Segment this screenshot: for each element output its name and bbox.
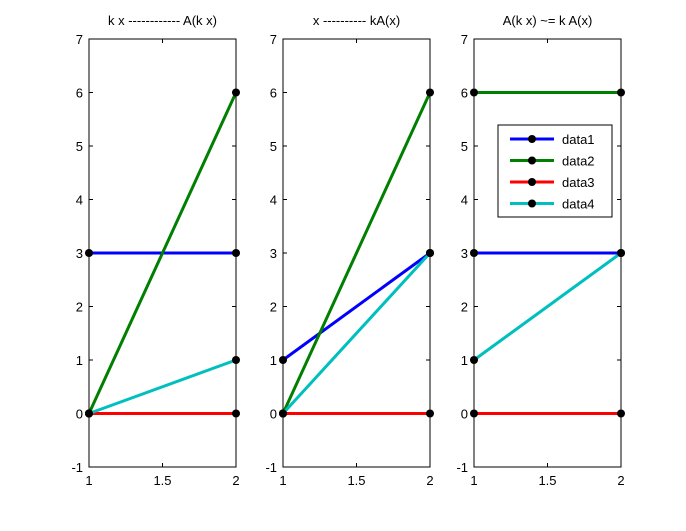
y-tick-label: 5: [76, 139, 83, 154]
y-tick-label: 0: [76, 407, 83, 422]
x-tick-label: 1.5: [347, 473, 365, 488]
series-line-data2: [87, 91, 238, 415]
data-point-data2: [617, 88, 625, 97]
y-tick-label: 6: [461, 86, 468, 101]
y-tick-label: 4: [461, 193, 468, 208]
y-tick-label: 4: [270, 193, 277, 208]
x-tick-label: 2: [232, 473, 239, 488]
data-point-data1: [232, 249, 240, 257]
y-tick-label: 1: [76, 353, 83, 368]
chart-title: k x ------------ A(k x): [108, 13, 217, 28]
data-point-data3: [232, 409, 240, 418]
data-point-data1: [279, 356, 287, 364]
y-tick-label: 1: [461, 353, 468, 368]
x-tick-label: 1: [279, 473, 286, 488]
legend: data1 data2 data3 data4: [497, 124, 613, 218]
y-tick-label: 6: [76, 86, 83, 101]
data-point-data4: [617, 249, 625, 257]
data-point-data4: [470, 356, 478, 364]
y-tick-label: 2: [76, 300, 83, 315]
y-tick-label: 7: [76, 32, 83, 47]
y-tick-label: 7: [461, 32, 468, 47]
y-tick-label: 0: [461, 407, 468, 422]
y-tick-label: -1: [71, 460, 83, 475]
y-tick-label: -1: [265, 460, 277, 475]
chart-title: x ---------- kA(x): [313, 13, 400, 28]
y-tick-label: 4: [76, 193, 83, 208]
y-tick-label: 0: [270, 407, 277, 422]
legend-marker: [528, 199, 536, 208]
x-tick-label: 2: [426, 473, 433, 488]
x-tick-label: 1.5: [538, 473, 556, 488]
x-tick-label: 1.5: [153, 473, 171, 488]
legend-marker: [528, 135, 536, 143]
chart-title: A(k x) ~= k A(x): [503, 13, 593, 28]
y-tick-label: 7: [270, 32, 277, 47]
y-tick-label: 5: [461, 139, 468, 154]
data-point-data3: [426, 409, 434, 418]
data-point-data1: [85, 249, 93, 257]
data-point-data3: [470, 409, 478, 418]
x-tick-label: 2: [617, 473, 624, 488]
legend-label: data2: [562, 154, 595, 169]
legend-label: data4: [562, 197, 595, 212]
data-point-data4: [232, 356, 240, 364]
subplot-1: k x ------------ A(k x) -1 0 1 2 3 4 5 6 7 1 1.5 2: [71, 13, 240, 488]
data-point-data2: [470, 88, 478, 97]
y-tick-label: 2: [270, 300, 277, 315]
y-tick-label: 6: [270, 86, 277, 101]
y-tick-label: 1: [270, 353, 277, 368]
y-tick-label: 2: [461, 300, 468, 315]
legend-label: data1: [562, 132, 595, 147]
data-point-data1: [470, 249, 478, 257]
legend-marker: [528, 178, 536, 186]
data-point-data4: [279, 409, 287, 418]
subplot-2: x ---------- kA(x) -1 0 1 2 3 4 5 6 7 1 1.5 2: [265, 13, 434, 488]
legend-label: data3: [562, 175, 595, 190]
data-point-data4: [426, 249, 434, 257]
y-tick-label: 5: [270, 139, 277, 154]
y-tick-label: 3: [270, 246, 277, 261]
data-point-data3: [617, 409, 625, 418]
y-tick-label: 3: [461, 246, 468, 261]
x-tick-label: 1: [85, 473, 92, 488]
series-line-data4: [281, 251, 432, 415]
data-point-data2: [426, 88, 434, 97]
x-tick-label: 1: [470, 473, 477, 488]
series-line-data1: [282, 251, 431, 362]
data-point-data2: [232, 88, 240, 97]
y-tick-label: -1: [456, 460, 468, 475]
y-tick-label: 3: [76, 246, 83, 261]
legend-marker: [528, 156, 536, 165]
series-line-data4: [473, 251, 622, 362]
data-point-data4: [85, 409, 93, 418]
series-line-data2: [281, 91, 432, 415]
series-line-data4: [88, 358, 237, 415]
